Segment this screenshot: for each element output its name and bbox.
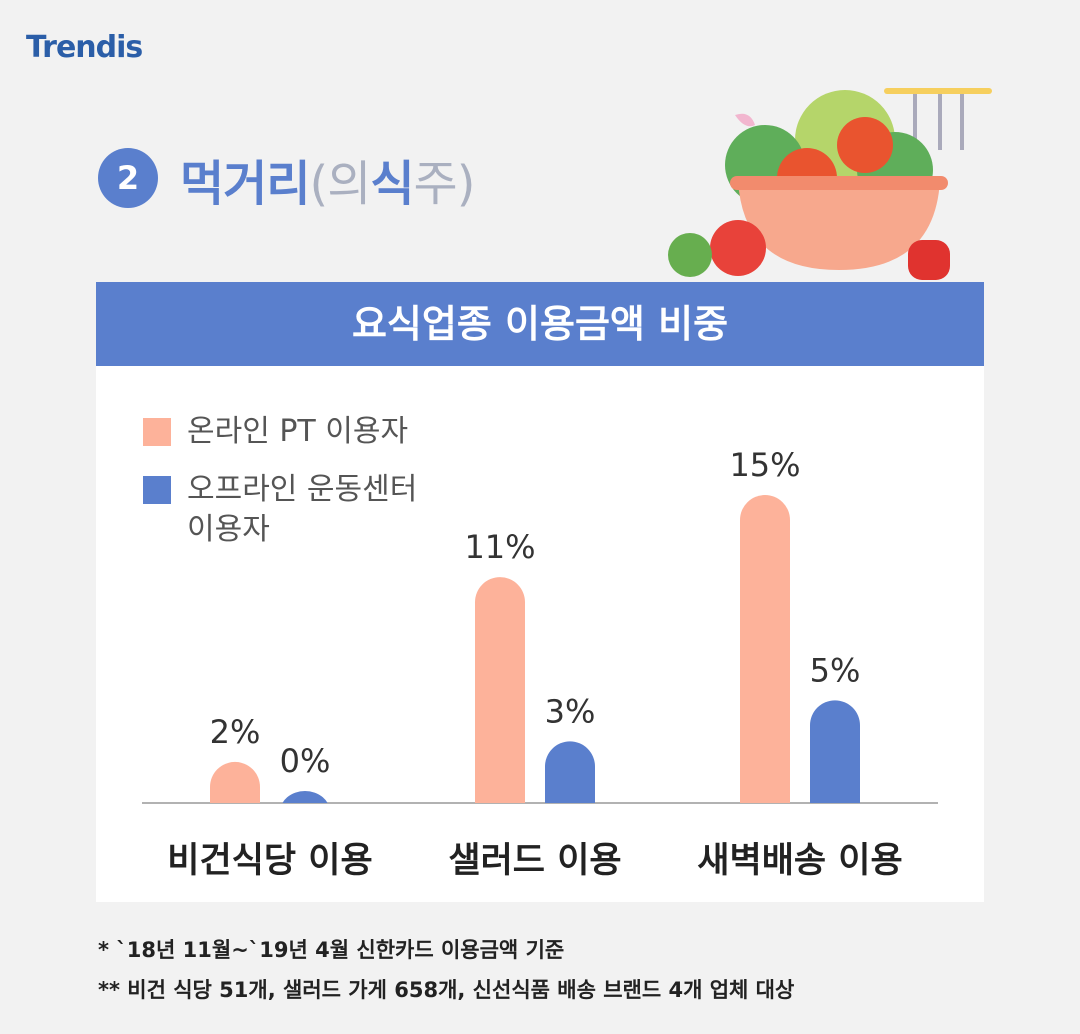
chart-title: 요식업종 이용금액 비중: [96, 282, 984, 366]
section-number: 2: [98, 148, 158, 208]
section-title: 먹거리: [180, 156, 310, 212]
logo: Trendis: [26, 30, 143, 65]
section-heading: 먹거리(의식주): [180, 144, 476, 214]
salad-illustration: [668, 88, 992, 280]
legend-swatch: [143, 476, 171, 504]
footnote: * `18년 11월~`19년 4월 신한카드 이용금액 기준: [98, 938, 565, 962]
chart-panel: [96, 366, 984, 902]
subtitle-part: (의: [309, 156, 371, 212]
legend-label: 온라인 PT 이용자: [187, 414, 409, 449]
footnote: ** 비건 식당 51개, 샐러드 가게 658개, 신선식품 배송 브랜드 4…: [98, 978, 795, 1002]
legend-label: 오프라인 운동센터 이용자: [187, 472, 418, 547]
subtitle-part: 식: [370, 156, 414, 212]
legend-swatch: [143, 418, 171, 446]
subtitle-part: 주): [413, 156, 476, 212]
